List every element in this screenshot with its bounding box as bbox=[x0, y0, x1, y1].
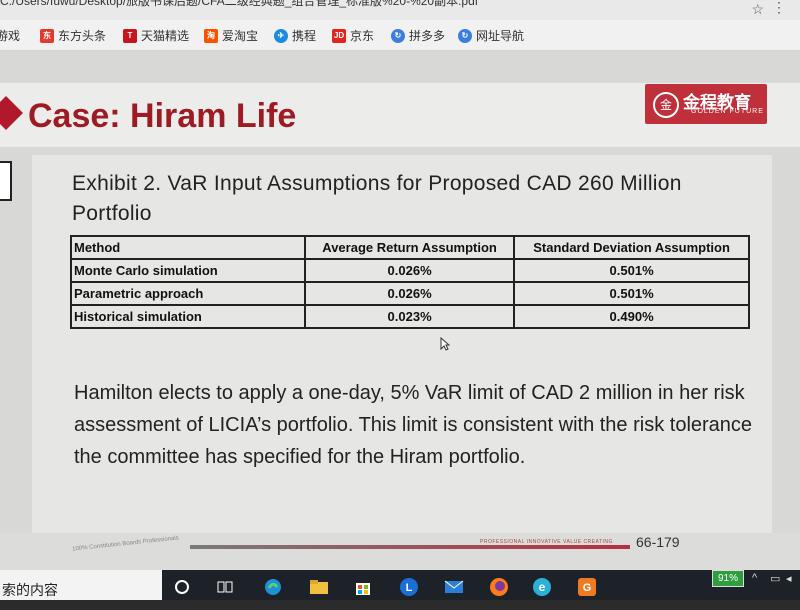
url-text[interactable]: C:/Users/fuwu/Desktop/旅版书课后题/CFA二级经典题_组合… bbox=[0, 0, 479, 8]
bookmark-label: 东方头条 bbox=[58, 29, 107, 43]
bookmark-label: 爱淘宝 bbox=[222, 29, 259, 43]
store-icon[interactable] bbox=[352, 576, 374, 598]
mouse-cursor-icon bbox=[440, 337, 450, 351]
battery-indicator[interactable]: 91% bbox=[712, 570, 744, 587]
network-icon[interactable]: ▭ bbox=[770, 573, 781, 585]
table-cell: 0.490% bbox=[513, 304, 750, 329]
volume-icon[interactable]: ◂ bbox=[786, 573, 792, 585]
column-header: Average Return Assumption bbox=[303, 235, 516, 260]
sidebar-marker bbox=[0, 161, 12, 201]
title-arrow-icon bbox=[0, 96, 23, 130]
bookmark-label: 天猫精选 bbox=[141, 29, 190, 43]
table-row: Monte Carlo simulation 0.026% 0.501% bbox=[70, 258, 750, 283]
table-cell: 0.026% bbox=[303, 258, 516, 283]
logo-en-text: GOLDEN FUTURE bbox=[691, 108, 764, 115]
table-row: Historical simulation 0.023% 0.490% bbox=[70, 304, 750, 329]
edge-browser-icon[interactable] bbox=[262, 576, 284, 598]
svg-text:e: e bbox=[539, 580, 546, 594]
bookmark-item[interactable]: ↻ 网址导航 bbox=[458, 27, 524, 44]
bookmark-label: 携程 bbox=[292, 29, 317, 43]
slide-footer: 100% Constitution Boards Professionals P… bbox=[0, 533, 800, 570]
table-cell: 0.023% bbox=[303, 304, 516, 329]
app-icon[interactable]: G bbox=[576, 576, 598, 598]
table-cell: Monte Carlo simulation bbox=[70, 258, 306, 283]
pdf-page: Case: Hiram Life 金 金程教育 GOLDEN FUTURE Ex… bbox=[0, 51, 800, 570]
taobao-icon: 淘 bbox=[204, 28, 218, 43]
table-cell: Parametric approach bbox=[70, 281, 306, 306]
slide-title: Case: Hiram Life bbox=[28, 97, 297, 135]
logo-emblem-icon: 金 bbox=[653, 92, 679, 118]
table-header-row: Method Average Return Assumption Standar… bbox=[70, 235, 750, 260]
exhibit-title: Exhibit 2. VaR Input Assumptions for Pro… bbox=[72, 172, 682, 225]
taskbar-search-input[interactable]: 索的内容 bbox=[0, 570, 162, 600]
table-cell: Historical simulation bbox=[70, 304, 306, 329]
logo-cn-text: 金程教育 bbox=[683, 93, 751, 112]
var-assumptions-table: Method Average Return Assumption Standar… bbox=[70, 235, 750, 329]
mail-icon[interactable] bbox=[443, 576, 465, 598]
table-row: Parametric approach 0.026% 0.501% bbox=[70, 281, 750, 306]
column-header: Standard Deviation Assumption bbox=[513, 235, 750, 260]
pdd-icon: ↻ bbox=[391, 28, 405, 43]
bookmark-item[interactable]: 淘 爱淘宝 bbox=[204, 27, 258, 44]
svg-text:G: G bbox=[583, 582, 592, 594]
windows-taskbar: 索的内容 L e G 91% ^ ▭ ◂ bbox=[0, 570, 800, 600]
bookmarks-bar: 游戏 东 东方头条 T 天猫精选 淘 爱淘宝 ✈ 携程 JD 京东 ↻ 拼多多 … bbox=[0, 20, 800, 51]
bookmark-item[interactable]: JD 京东 bbox=[332, 27, 374, 44]
bookmark-item[interactable]: ↻ 拼多多 bbox=[391, 27, 445, 44]
golden-future-logo: 金 金程教育 GOLDEN FUTURE bbox=[645, 84, 767, 124]
jd-icon: JD bbox=[332, 28, 346, 43]
firefox-icon[interactable] bbox=[488, 576, 510, 598]
bookmark-star-icon[interactable]: ☆ bbox=[751, 1, 764, 17]
dongfang-icon: 东 bbox=[40, 28, 54, 43]
ctrip-icon: ✈ bbox=[274, 28, 288, 43]
bookmark-item[interactable]: T 天猫精选 bbox=[123, 27, 189, 44]
bookmark-item[interactable]: 东 东方头条 bbox=[40, 27, 106, 44]
bookmark-label: 拼多多 bbox=[409, 29, 446, 43]
cortana-icon[interactable] bbox=[171, 576, 193, 598]
case-paragraph: Hamilton elects to apply a one-day, 5% V… bbox=[74, 382, 753, 468]
footer-divider bbox=[190, 545, 630, 549]
ie-browser-icon[interactable]: e bbox=[531, 576, 553, 598]
bookmark-label: 京东 bbox=[350, 29, 375, 43]
bookmark-label: 游戏 bbox=[0, 29, 21, 43]
lenovo-app-icon[interactable]: L bbox=[398, 576, 420, 598]
table-cell: 0.026% bbox=[303, 281, 516, 306]
address-bar[interactable]: C:/Users/fuwu/Desktop/旅版书课后题/CFA二级经典题_组合… bbox=[0, 0, 800, 20]
bookmark-label: 网址导航 bbox=[476, 29, 525, 43]
more-menu-icon[interactable]: ⋮ bbox=[772, 0, 786, 15]
task-view-icon[interactable] bbox=[214, 576, 236, 598]
nav-icon: ↻ bbox=[458, 28, 472, 43]
slide-content: Exhibit 2. VaR Input Assumptions for Pro… bbox=[32, 155, 772, 533]
column-header: Method bbox=[70, 235, 306, 260]
footer-tagline: 100% Constitution Boards Professionals bbox=[71, 535, 180, 553]
bookmark-item[interactable]: 游戏 bbox=[0, 27, 20, 44]
bookmark-item[interactable]: ✈ 携程 bbox=[274, 27, 316, 44]
tmall-icon: T bbox=[123, 28, 137, 43]
tray-expand-icon[interactable]: ^ bbox=[752, 572, 758, 584]
page-number: 66-179 bbox=[636, 534, 680, 550]
file-explorer-icon[interactable] bbox=[308, 576, 330, 598]
svg-text:L: L bbox=[406, 582, 413, 594]
table-cell: 0.501% bbox=[513, 281, 750, 306]
table-cell: 0.501% bbox=[513, 258, 750, 283]
footer-slogan: PROFESSIONAL INNOVATIVE VALUE CREATING bbox=[480, 539, 613, 545]
